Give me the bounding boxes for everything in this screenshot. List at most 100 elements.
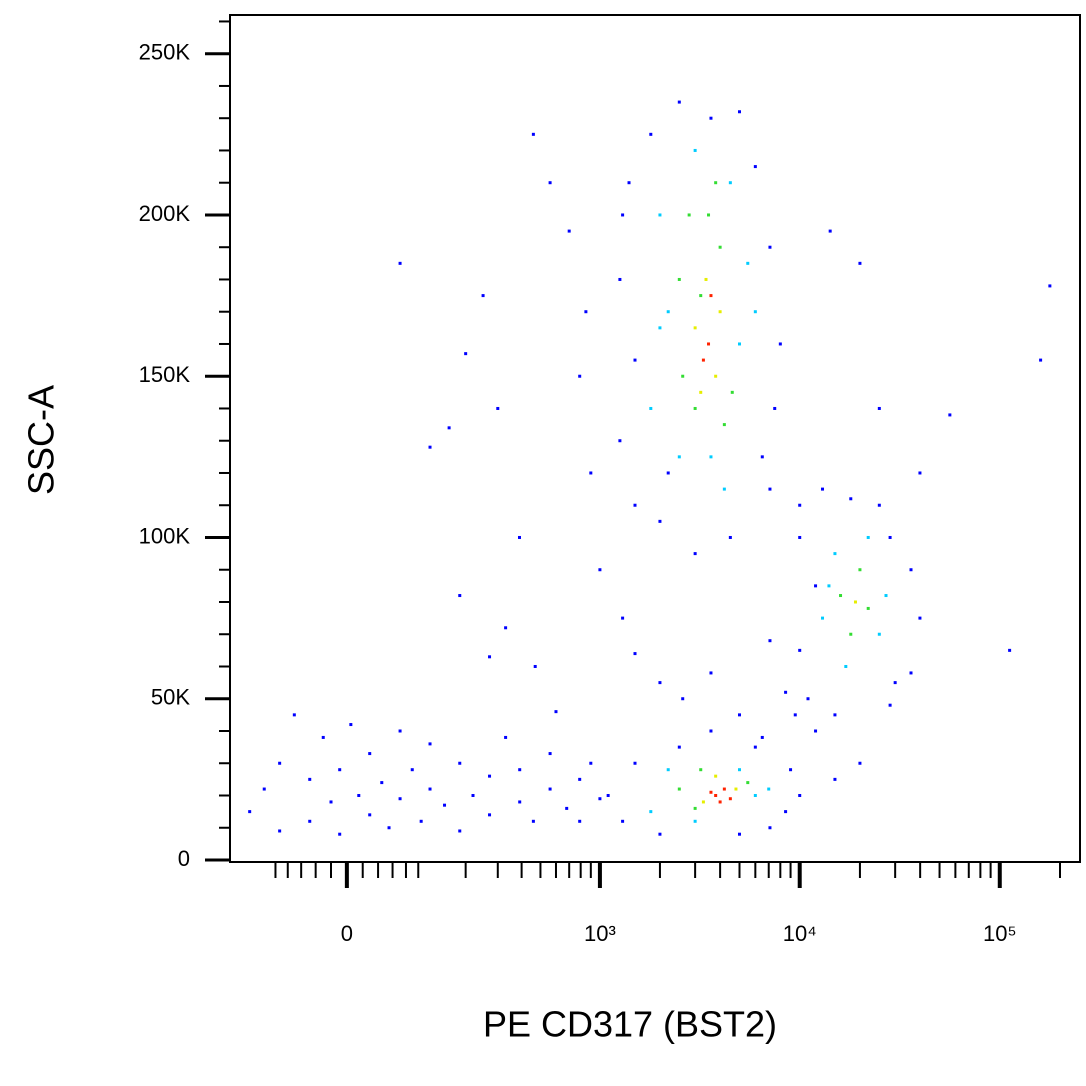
- point: [714, 774, 718, 778]
- point: [658, 681, 662, 685]
- point: [793, 713, 797, 717]
- point: [701, 358, 705, 362]
- point: [621, 616, 625, 620]
- point: [338, 832, 342, 836]
- point: [618, 277, 622, 281]
- point: [918, 616, 922, 620]
- y-tick-label: 200K: [139, 201, 191, 226]
- point: [658, 326, 662, 330]
- point: [504, 626, 508, 630]
- point: [737, 110, 741, 114]
- point: [839, 594, 843, 598]
- point: [666, 310, 670, 314]
- point: [833, 552, 837, 556]
- point: [621, 819, 625, 823]
- point: [866, 535, 870, 539]
- point: [517, 535, 521, 539]
- point: [737, 768, 741, 772]
- point: [447, 426, 451, 430]
- point: [649, 132, 653, 136]
- point: [734, 787, 738, 791]
- point: [722, 487, 726, 491]
- y-axis-title: SSC-A: [21, 385, 62, 495]
- point: [578, 819, 582, 823]
- point: [658, 832, 662, 836]
- point: [707, 342, 711, 346]
- point: [533, 664, 537, 668]
- point: [1039, 358, 1043, 362]
- point: [768, 487, 772, 491]
- point: [728, 797, 732, 801]
- point: [338, 768, 342, 772]
- point: [693, 326, 697, 330]
- point: [687, 213, 691, 217]
- point: [849, 632, 853, 636]
- point: [709, 729, 713, 733]
- point: [589, 761, 593, 765]
- point: [828, 229, 832, 233]
- point: [677, 455, 681, 459]
- point: [866, 606, 870, 610]
- point: [909, 671, 913, 675]
- point: [798, 648, 802, 652]
- point: [789, 768, 793, 772]
- point: [633, 761, 637, 765]
- point: [737, 832, 741, 836]
- point: [877, 632, 881, 636]
- point: [633, 358, 637, 362]
- point: [621, 213, 625, 217]
- point: [398, 729, 402, 733]
- y-tick-label: 100K: [139, 523, 191, 548]
- point: [888, 703, 892, 707]
- point: [884, 594, 888, 598]
- point: [368, 813, 372, 817]
- point: [292, 713, 296, 717]
- point: [677, 100, 681, 104]
- point: [488, 813, 492, 817]
- y-tick-label: 150K: [139, 362, 191, 387]
- point: [658, 213, 662, 217]
- point: [458, 594, 462, 598]
- point: [814, 584, 818, 588]
- point: [709, 671, 713, 675]
- x-axis-title: PE CD317 (BST2): [483, 1004, 777, 1045]
- point: [714, 793, 718, 797]
- point: [349, 723, 353, 727]
- point: [709, 294, 713, 298]
- point: [768, 826, 772, 830]
- point: [693, 806, 697, 810]
- point: [768, 639, 772, 643]
- point: [464, 352, 468, 356]
- point: [598, 568, 602, 572]
- point: [548, 181, 552, 185]
- point: [948, 413, 952, 417]
- point: [633, 503, 637, 507]
- point: [877, 503, 881, 507]
- point: [693, 552, 697, 556]
- point: [773, 406, 777, 410]
- point: [677, 277, 681, 281]
- point: [707, 213, 711, 217]
- point: [722, 787, 726, 791]
- point: [753, 793, 757, 797]
- point: [481, 294, 485, 298]
- point: [578, 374, 582, 378]
- point: [833, 713, 837, 717]
- point: [746, 261, 750, 265]
- point: [858, 568, 862, 572]
- point: [833, 777, 837, 781]
- point: [565, 806, 569, 810]
- point: [798, 535, 802, 539]
- point: [753, 165, 757, 169]
- point: [419, 819, 423, 823]
- y-tick-label: 0: [178, 846, 190, 871]
- point: [888, 535, 892, 539]
- point: [398, 797, 402, 801]
- point: [458, 829, 462, 833]
- point: [677, 787, 681, 791]
- point: [730, 390, 734, 394]
- point: [753, 310, 757, 314]
- point: [606, 793, 610, 797]
